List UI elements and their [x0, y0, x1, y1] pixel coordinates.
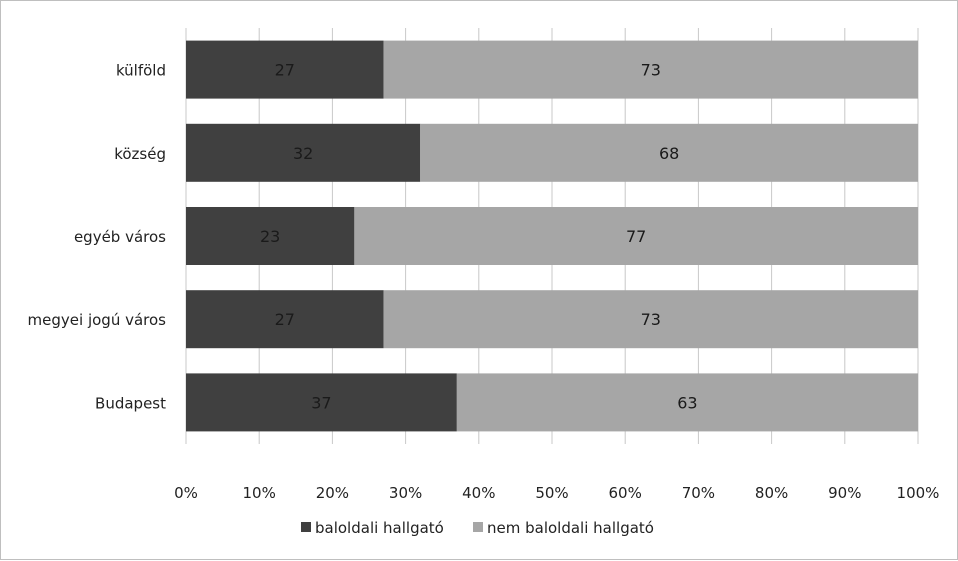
category-label: egyéb város: [74, 228, 166, 246]
bar-segment: [186, 290, 384, 349]
category-label: Budapest: [95, 394, 166, 412]
legend-label: nem baloldali hallgató: [487, 519, 654, 537]
category-labels: külföld község egyéb város megyei jogú váro…: [28, 62, 167, 413]
data-label: 68: [659, 144, 679, 163]
data-label: 77: [626, 227, 646, 246]
x-tick-label: 50%: [535, 484, 568, 502]
bar-segment: [383, 290, 918, 349]
bar-segment: [186, 123, 421, 182]
x-tick-label: 10%: [243, 484, 276, 502]
x-tick-label: 90%: [828, 484, 861, 502]
category-label: külföld: [116, 62, 166, 80]
data-label: 27: [275, 61, 295, 80]
data-label: 63: [677, 393, 697, 412]
x-tick-label: 40%: [462, 484, 495, 502]
bar-segment: [186, 373, 457, 432]
x-tick-label: 70%: [682, 484, 715, 502]
bars: [186, 40, 918, 432]
x-tick-label: 30%: [389, 484, 422, 502]
bar-segment: [186, 40, 384, 99]
data-label: 37: [311, 393, 331, 412]
bar-segment: [354, 207, 918, 265]
legend-swatch: [301, 522, 311, 532]
data-labels: 27 73 32 68 23 77 27 73 37 63: [260, 61, 698, 413]
bar-segment: [420, 123, 918, 182]
x-tick-label: 60%: [609, 484, 642, 502]
data-label: 32: [293, 144, 313, 163]
data-label: 73: [641, 61, 661, 80]
data-label: 73: [641, 310, 661, 329]
category-label: megyei jogú város: [28, 311, 167, 329]
legend: baloldali hallgató nem baloldali hallgató: [301, 519, 654, 537]
legend-swatch: [473, 522, 483, 532]
category-label: község: [114, 145, 166, 163]
x-tick-labels: 0% 10% 20% 30% 40% 50% 60% 70% 80% 90% 100%: [174, 484, 939, 502]
x-tick-label: 20%: [316, 484, 349, 502]
data-label: 27: [275, 310, 295, 329]
x-tick-label: 100%: [897, 484, 940, 502]
bar-segment: [186, 207, 355, 265]
bar-segment: [456, 373, 918, 432]
x-tick-label: 0%: [174, 484, 198, 502]
bar-segment: [383, 40, 918, 99]
legend-label: baloldali hallgató: [315, 519, 444, 537]
data-label: 23: [260, 227, 280, 246]
x-tick-label: 80%: [755, 484, 788, 502]
